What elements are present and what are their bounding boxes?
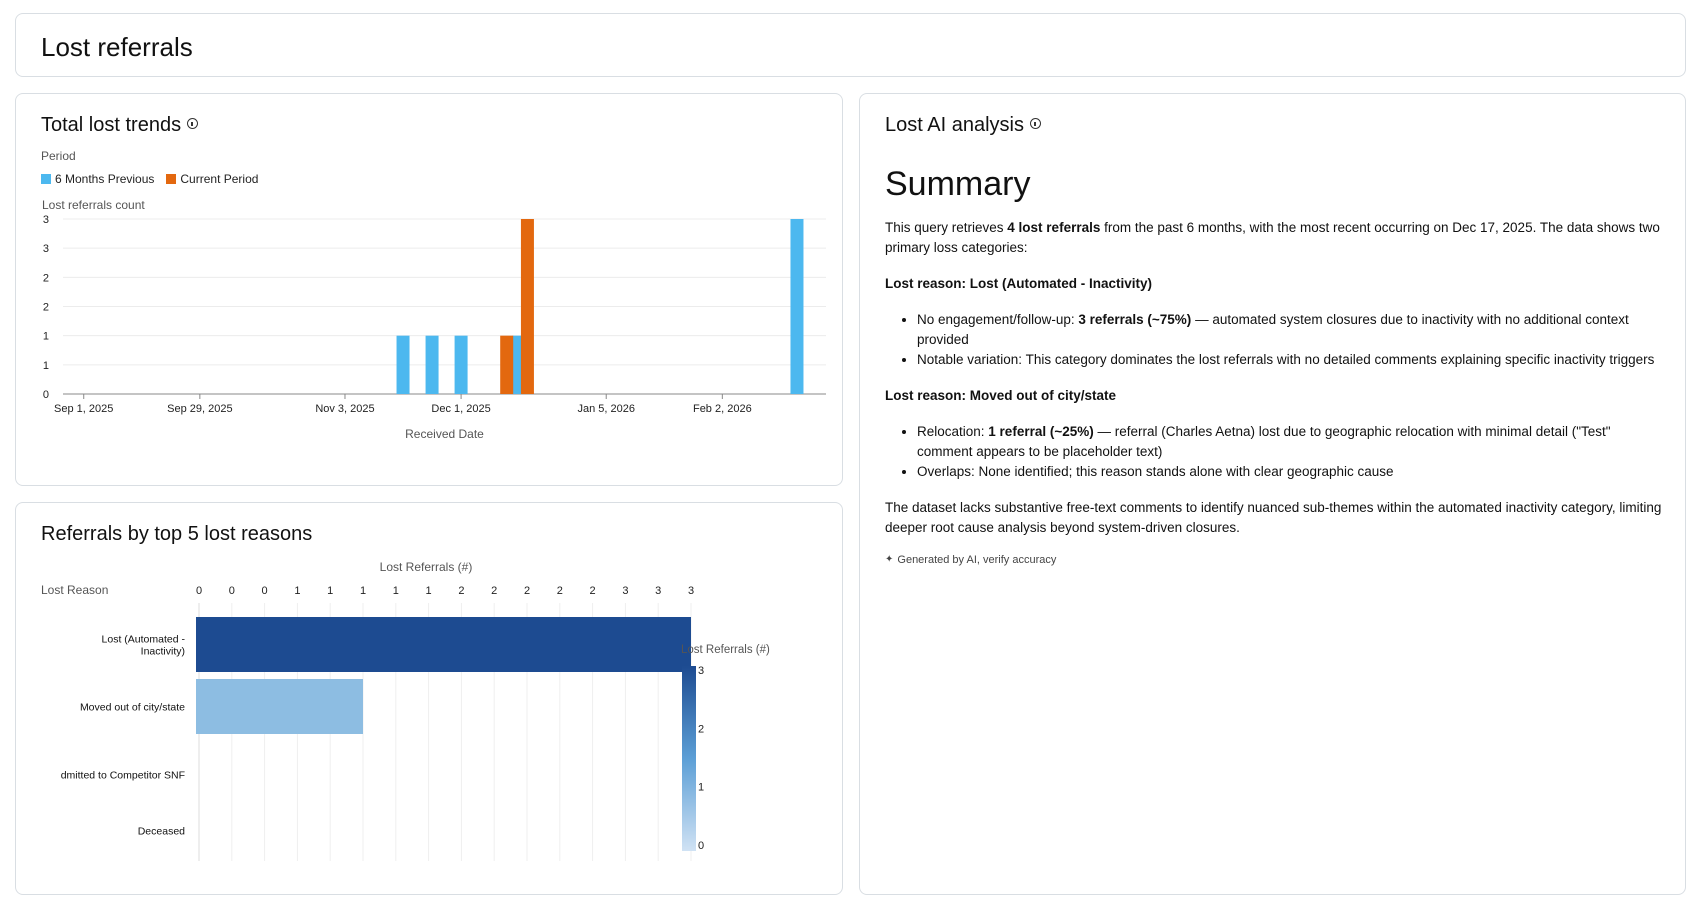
sparkle-icon: ✦ xyxy=(885,554,894,565)
reasons-chart: Lost Referrals (#) 0 0 0 1 1 1 1 1 2 2 2 2 2 3 3 3 Lost (… xyxy=(61,560,770,861)
x-tick-label: 3 xyxy=(655,585,661,597)
x-tick-label: 0 xyxy=(229,585,235,597)
legend-swatch xyxy=(166,174,177,184)
x-axis-label: Received Date xyxy=(405,427,484,441)
x-tick-label: 1 xyxy=(426,585,432,597)
x-tick-label: 2 xyxy=(491,585,497,597)
info-icon[interactable] xyxy=(1029,118,1041,130)
legend-tick-label: 0 xyxy=(698,840,704,852)
y-tick-label: 3 xyxy=(43,214,49,226)
x-tick-label: Sep 1, 2025 xyxy=(54,403,113,415)
legend-gradient xyxy=(682,666,696,851)
item-text: No engagement/follow-up: xyxy=(917,312,1079,327)
bar[interactable] xyxy=(196,679,363,734)
top-lost-reasons-card: Referrals by top 5 lost reasons Lost Rea… xyxy=(15,502,843,895)
x-tick-label: 3 xyxy=(622,585,628,597)
info-icon[interactable] xyxy=(187,118,199,130)
x-tick-label: 2 xyxy=(524,585,530,597)
section-list: Relocation: 1 referral (~25%) — referral… xyxy=(917,422,1665,482)
x-tick-label: 2 xyxy=(590,585,596,597)
category-label: Lost (Automated - xyxy=(102,634,186,646)
lost-ai-analysis-card: Lost AI analysis Summary This query retr… xyxy=(859,93,1686,895)
x-tick-label: 1 xyxy=(294,585,300,597)
legend-tick-label: 3 xyxy=(698,665,704,677)
bar[interactable] xyxy=(396,335,410,394)
section-heading: Lost reason: Lost (Automated - Inactivit… xyxy=(885,276,1153,291)
item-text: Relocation: xyxy=(917,424,989,439)
x-tick-label: Feb 2, 2026 xyxy=(693,403,752,415)
x-tick-label: 2 xyxy=(458,585,464,597)
bar[interactable] xyxy=(520,219,534,394)
x-tick-label: Jan 5, 2026 xyxy=(577,403,635,415)
x-tick-label: 1 xyxy=(327,585,333,597)
trends-legend: 6 Months Previous Current Period xyxy=(41,172,258,186)
section-list: No engagement/follow-up: 3 referrals (~7… xyxy=(917,310,1665,370)
ai-title-text: Lost AI analysis xyxy=(885,114,1024,136)
header-card: Lost referrals xyxy=(15,13,1686,77)
trends-title: Total lost trends xyxy=(41,114,199,137)
legend-title: Period xyxy=(41,149,76,163)
total-lost-trends-card: Total lost trends Period 6 Months Previo… xyxy=(15,93,843,486)
y-axis-label: Lost referrals count xyxy=(42,198,145,212)
y-tick-label: 1 xyxy=(43,331,49,343)
list-item: No engagement/follow-up: 3 referrals (~7… xyxy=(917,310,1665,350)
x-tick-label: Sep 29, 2025 xyxy=(167,403,232,415)
legend-item-current[interactable]: Current Period xyxy=(166,172,258,186)
legend-label: Current Period xyxy=(180,172,259,186)
bar[interactable] xyxy=(500,335,514,394)
ai-analysis-body: Summary This query retrieves 4 lost refe… xyxy=(885,164,1665,570)
bar[interactable] xyxy=(454,335,468,394)
bar[interactable] xyxy=(425,335,439,394)
x-tick-label: Dec 1, 2025 xyxy=(431,403,490,415)
category-label: dmitted to Competitor SNF xyxy=(61,770,185,782)
list-item: Relocation: 1 referral (~25%) — referral… xyxy=(917,422,1665,462)
conclusion-paragraph: The dataset lacks substantive free-text … xyxy=(885,500,1662,535)
page-title: Lost referrals xyxy=(41,32,193,62)
x-tick-label: Nov 3, 2025 xyxy=(315,403,374,415)
list-item: Notable variation: This category dominat… xyxy=(917,350,1665,370)
intro-text: from the past 6 months, with the most re… xyxy=(885,220,1660,255)
legend-title: Lost Referrals (#) xyxy=(681,644,770,656)
intro-bold: 4 lost referrals xyxy=(1007,220,1101,235)
x-tick-label: 1 xyxy=(393,585,399,597)
category-label: Inactivity) xyxy=(141,646,185,658)
x-tick-label: 1 xyxy=(360,585,366,597)
ai-title: Lost AI analysis xyxy=(885,114,1041,137)
legend-tick-label: 2 xyxy=(698,723,704,735)
legend-swatch xyxy=(41,174,51,184)
y-tick-label: 2 xyxy=(43,302,49,314)
reasons-title: Referrals by top 5 lost reasons xyxy=(41,523,313,545)
item-text: — automated system closures due to inact… xyxy=(917,312,1629,347)
intro-paragraph: This query retrieves 4 lost referrals fr… xyxy=(885,218,1665,258)
x-axis-label: Lost Referrals (#) xyxy=(380,560,473,574)
intro-text: This query retrieves xyxy=(885,220,1008,235)
summary-heading: Summary xyxy=(885,165,1031,203)
list-item: Overlaps: None identified; this reason s… xyxy=(917,462,1665,482)
item-text: — referral (Charles Aetna) lost due to g… xyxy=(917,424,1611,459)
bar[interactable] xyxy=(196,617,691,672)
x-tick-label: 3 xyxy=(688,585,694,597)
y-tick-label: 1 xyxy=(43,360,49,372)
trends-title-text: Total lost trends xyxy=(41,114,182,136)
item-bold: 3 referrals (~75%) xyxy=(1078,312,1192,327)
ai-disclaimer-text: Generated by AI, verify accuracy xyxy=(897,554,1057,566)
legend-item-previous[interactable]: 6 Months Previous xyxy=(41,172,154,186)
legend-label: 6 Months Previous xyxy=(55,172,155,186)
bar[interactable] xyxy=(790,219,804,394)
item-bold: 1 referral (~25%) xyxy=(988,424,1094,439)
category-label: Deceased xyxy=(138,826,185,838)
x-tick-label: 0 xyxy=(196,585,202,597)
y-tick-label: 0 xyxy=(43,389,49,401)
y-axis-label: Lost Reason xyxy=(41,583,109,597)
trends-chart: 0 1 1 2 2 3 3 Sep 1, 2025 Sep 29, 2025 Nov 3, 202… xyxy=(43,214,826,441)
category-label: Moved out of city/state xyxy=(80,702,185,714)
legend-tick-label: 1 xyxy=(698,782,704,794)
y-tick-label: 2 xyxy=(43,272,49,284)
x-tick-label: 2 xyxy=(557,585,563,597)
ai-disclaimer: ✦ Generated by AI, verify accuracy xyxy=(885,550,1665,570)
y-tick-label: 3 xyxy=(43,243,49,255)
section-heading: Lost reason: Moved out of city/state xyxy=(885,388,1117,403)
x-tick-label: 0 xyxy=(262,585,268,597)
